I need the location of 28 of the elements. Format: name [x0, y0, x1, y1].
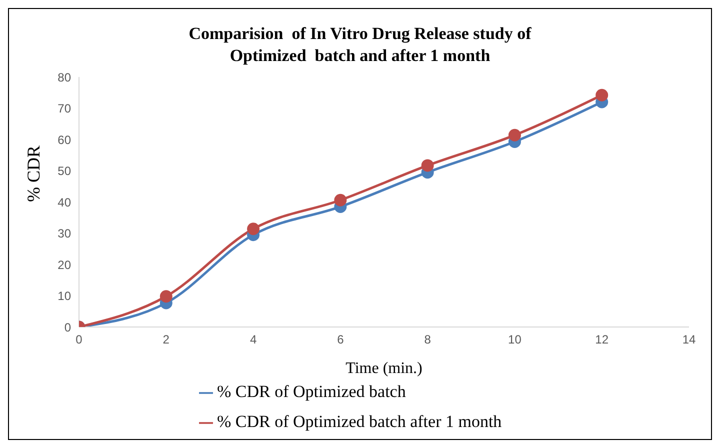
- y-tick-label: 60: [58, 132, 72, 147]
- point: [247, 222, 260, 236]
- y-tick-label: 50: [58, 164, 72, 178]
- x-tick-label: 0: [76, 332, 83, 347]
- x-tick-label: 2: [162, 332, 170, 347]
- x-tick-label: 14: [682, 332, 696, 347]
- point: [334, 194, 347, 206]
- point: [508, 128, 521, 142]
- y-tick-label: 70: [58, 102, 72, 116]
- x-tick-label: 6: [337, 332, 344, 347]
- point: [160, 290, 172, 303]
- x-tick-label: 8: [424, 332, 432, 347]
- y-tick-label: 80: [58, 70, 72, 84]
- y-tick-label: 10: [58, 289, 72, 304]
- y-tick-label: 20: [58, 258, 72, 272]
- y-axis-title: % CDR: [23, 145, 44, 202]
- y-tick-label: 30: [58, 226, 72, 241]
- x-axis-title: Time (min.): [346, 360, 422, 377]
- point: [596, 88, 608, 102]
- y-tick-label: 0: [64, 320, 72, 334]
- legend-label: % CDR of Optimized batch: [217, 382, 406, 401]
- x-tick-label: 4: [250, 332, 257, 347]
- x-tick-label: 12: [595, 332, 609, 347]
- legend-label: % CDR of Optimized batch after 1 month: [217, 412, 502, 431]
- x-tick-label: 10: [508, 332, 522, 347]
- y-tick-label: 40: [58, 195, 72, 210]
- chart-title: Comparision of In Vitro Drug Release study of Optimized batch and after 1 month: [188, 23, 532, 67]
- point: [421, 159, 434, 172]
